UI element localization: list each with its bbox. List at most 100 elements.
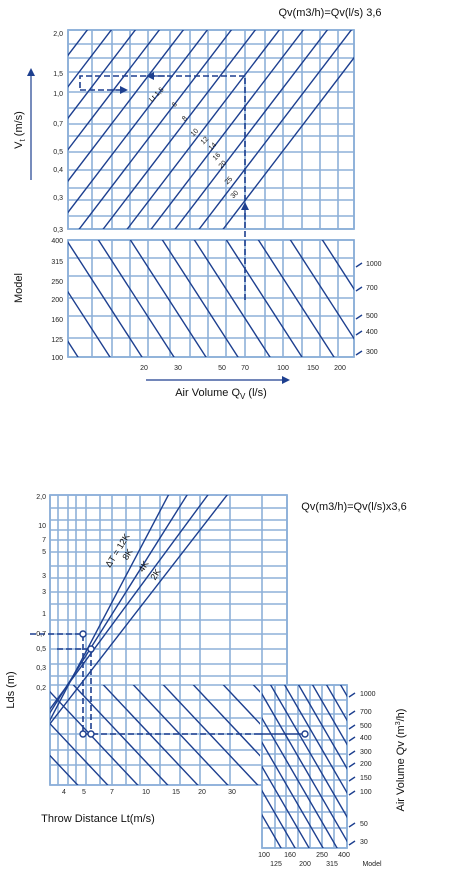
chart2-right-diagonal	[297, 685, 347, 770]
chart2-right-tick: 100	[360, 789, 372, 796]
chart1-lower-diagonal	[68, 241, 143, 357]
chart1-lower-y-tick: 250	[51, 279, 63, 286]
chart1-right-tick: 500	[366, 313, 378, 320]
chart1-lower-y-tick: 125	[51, 337, 63, 344]
chart2-right-diagonals	[262, 685, 347, 848]
chart2-main-grid	[49, 494, 288, 786]
chart2-y-tick: 2,0	[36, 494, 46, 501]
chart2-right-diagonal	[339, 685, 347, 698]
chart2-lower-diagonals	[50, 685, 260, 785]
chart2-right-diagonal	[262, 813, 282, 848]
chart1-curve-label: 30	[230, 190, 241, 201]
chart1-lower-diagonal	[257, 240, 335, 357]
chart1-right-arrow	[355, 330, 363, 336]
chart2-right-arrow	[348, 710, 356, 716]
chart1-y-title: Vt (m/s)	[13, 111, 27, 149]
chart1-right-ticks: 1000 700 500 400 300	[366, 261, 382, 356]
chart1-lower-y-ticks: 400 315 250 200 160 125 100	[51, 238, 63, 362]
chart2-y-tick: 5	[42, 549, 46, 556]
chart2-y-ticks: 2,0 10 7 5 3 3 1 0,7 0,5 0,3 0,2	[36, 494, 46, 692]
chart2-x-tick: 5	[82, 789, 86, 796]
chart1-upper-diagonal	[68, 30, 161, 151]
chart1-lower-y-tick: 400	[51, 238, 63, 245]
chart2-curve-label: 4K	[136, 559, 150, 574]
chart2: Qv(m3/h)=Qv(l/s)x3,6 2,0 10 7 5 3 3 1 0,7 0,5 0,3…	[5, 494, 407, 868]
chart1-y-tick: 1,5	[53, 71, 63, 78]
chart2-y-tick: 10	[38, 523, 46, 530]
chart1-x-tick: 70	[241, 365, 249, 372]
svg-text:Vt (m/s): Vt (m/s)	[13, 111, 27, 149]
chart1-upper-diagonals	[68, 30, 354, 229]
chart2-right-tick: 700	[360, 709, 372, 716]
chart2-model-tick-bottom: 315	[326, 861, 338, 868]
chart2-right-arrow	[348, 840, 356, 846]
chart1: Qv(m3/h)=Qv(l/s) 3,6 2,0 1,5 1,0 0,7 0,5 0,4 0…	[13, 7, 463, 447]
chart2-right-tick: 30	[360, 839, 368, 846]
chart2-right-arrow	[348, 790, 356, 796]
chart1-upper-diagonal	[68, 30, 89, 57]
chart2-model-tick-bottom: 200	[299, 861, 311, 868]
chart2-y-tick: 1	[42, 611, 46, 618]
chart1-lower-diagonal	[129, 240, 207, 357]
chart1-right-arrow	[355, 314, 363, 320]
chart1-upper-frame	[67, 29, 355, 230]
chart2-y-tick: 0,5	[36, 646, 46, 653]
chart1-right-arrow	[355, 286, 363, 292]
chart2-main-diagonals	[50, 495, 228, 725]
chart2-point-c	[79, 730, 87, 738]
chart2-lower-diagonal	[102, 685, 199, 785]
chart1-guide-horizontal-upper	[79, 75, 245, 90]
chart1-right-tick: 700	[366, 285, 378, 292]
chart1-upper-diagonal	[102, 30, 257, 229]
chart2-model-ticks: 100 160 250 400 125 200 315	[258, 852, 350, 868]
chart1-curve-label: 6	[171, 101, 179, 109]
chart1-right-tick: 1000	[366, 261, 382, 268]
chart2-right-arrow	[348, 750, 356, 756]
chart2-y-tick: 0,3	[36, 665, 46, 672]
chart2-y-tick: 3	[42, 589, 46, 596]
chart1-lower-diagonal	[193, 240, 271, 357]
chart1-x-ticks: 20 30 50 70 100 150 200	[140, 365, 346, 372]
chart1-curve-label: Lt 1,5	[148, 86, 165, 103]
chart2-lower-diagonal	[50, 690, 139, 785]
chart1-lower-grid	[67, 239, 355, 358]
chart2-right-tick: 150	[360, 775, 372, 782]
chart2-main-curve	[50, 495, 228, 725]
chart1-x-tick: 150	[307, 365, 319, 372]
chart1-upper-diagonal	[222, 56, 354, 229]
chart1-lower-y-tick: 200	[51, 297, 63, 304]
chart2-x-tick: 7	[110, 789, 114, 796]
chart1-right-arrow	[355, 350, 363, 356]
chart2-y-tick: 3	[42, 573, 46, 580]
chart2-curve-label: 2K	[148, 567, 162, 582]
chart2-point-e	[301, 730, 309, 738]
chart2-model-tick-top: 160	[284, 852, 296, 859]
chart2-right-diagonal	[262, 692, 347, 843]
chart1-upper-diagonal	[198, 30, 353, 229]
chart1-upper-grid	[67, 29, 355, 230]
chart1-lower-diagonal	[321, 240, 354, 291]
chart2-right-diagonal	[262, 741, 324, 848]
chart2-right-diagonal	[262, 765, 310, 848]
chart1-x-tick: 30	[174, 365, 182, 372]
chart1-lower-y-title: Model	[13, 273, 25, 303]
chart2-guide-2	[57, 648, 92, 734]
chart2-y-tick: 7	[42, 537, 46, 544]
chart2-x-title: Throw Distance Lt(m/s)	[41, 813, 155, 825]
svg-text:Air Volume Qv (m3/h): Air Volume Qv (m3/h)	[395, 709, 407, 812]
chart1-curve-label: 12	[200, 136, 211, 147]
chart1-lower-diagonal	[380, 230, 463, 447]
chart2-right-tick: 300	[360, 749, 372, 756]
chart1-upper-diagonal	[68, 30, 113, 88]
chart2-model-tick-top: 250	[316, 852, 328, 859]
svg-text:Model: Model	[13, 273, 25, 303]
svg-text:Lds (m): Lds (m)	[5, 671, 17, 708]
chart2-lower-diagonal	[222, 685, 260, 725]
chart1-y-tick: 0,5	[53, 149, 63, 156]
chart2-point-d	[87, 730, 95, 738]
chart1-upper-diagonal	[78, 30, 233, 229]
chart2-model-label: Model	[362, 861, 382, 868]
chart2-right-tick: 400	[360, 735, 372, 742]
chart2-formula: Qv(m3/h)=Qv(l/s)x3,6	[301, 501, 406, 513]
